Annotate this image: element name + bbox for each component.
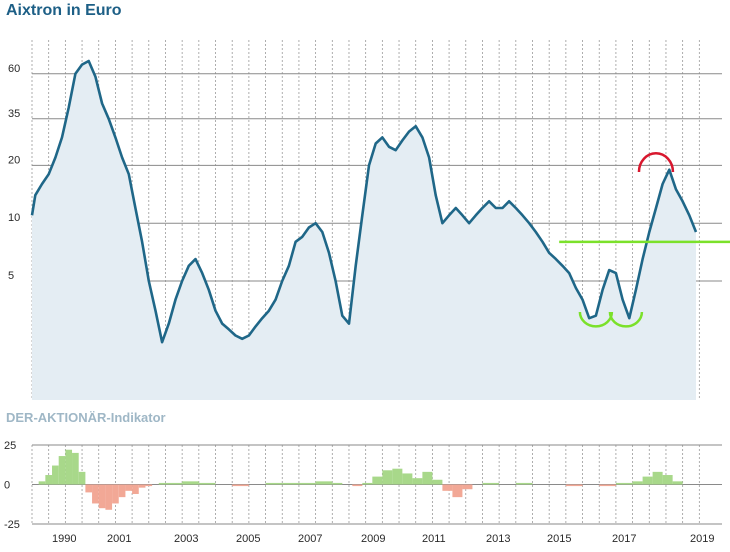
indicator-bar (118, 484, 126, 498)
indicator-bar (652, 471, 663, 485)
indicator-bar (632, 481, 643, 485)
indicator-bar (482, 482, 500, 485)
indicator-bar (452, 484, 463, 498)
price-y-tick-label: 20 (8, 154, 20, 166)
indicator-bar (615, 482, 633, 485)
price-line (30, 59, 698, 344)
indicator-bar (45, 475, 53, 485)
indicator-bar (105, 484, 113, 510)
indicator-bar (52, 465, 59, 485)
x-tick-label: 2005 (236, 533, 260, 545)
indicator-bar (138, 484, 146, 488)
indicator-bar (332, 482, 343, 485)
indicator-bar (232, 484, 249, 487)
indicator-bar (98, 484, 106, 509)
x-tick-label: 1990 (52, 533, 76, 545)
indicator-y-ticks: 25 0 -25 (4, 440, 20, 531)
indicator-bar (565, 484, 583, 487)
indicator-bar (78, 471, 86, 485)
indicator-y-tick-label: 0 (4, 480, 10, 492)
x-tick-label: 2001 (107, 533, 131, 545)
indicator-bar (265, 482, 283, 485)
price-y-tick-label: 5 (8, 270, 14, 282)
indicator-bar (145, 484, 153, 487)
indicator-bar (132, 484, 139, 494)
indicator-bar (422, 471, 433, 485)
indicator-bar (402, 473, 413, 485)
indicator-bar (362, 482, 373, 485)
indicator-bar (165, 482, 183, 485)
x-tick-label: 2009 (361, 533, 385, 545)
indicator-title: DER-AKTIONÄR-Indikator (6, 410, 166, 425)
indicator-bar (442, 484, 453, 491)
indicator-bar (662, 475, 673, 485)
top-arc (637, 152, 675, 173)
indicator-bar (85, 484, 93, 493)
indicator-bar (58, 456, 66, 485)
indicator-bar (158, 482, 166, 485)
x-ticks: 1990 2001 2003 2005 2007 2009 2011 2013 2015 2017… (52, 533, 714, 545)
indicator-bars (38, 449, 683, 510)
x-tick-label: 2019 (690, 533, 714, 545)
double-bottom-arc (608, 311, 644, 328)
indicator-bar (182, 481, 199, 485)
x-tick-label: 2003 (174, 533, 198, 545)
chart-title: Aixtron in Euro (6, 2, 122, 19)
indicator-bar (282, 482, 299, 485)
price-y-ticks: 60 35 20 10 5 (8, 63, 20, 282)
indicator-bar (382, 470, 393, 485)
x-tick-label: 2017 (612, 533, 636, 545)
price-y-tick-label: 60 (8, 63, 20, 75)
indicator-bar (515, 482, 533, 485)
indicator-y-tick-label: 25 (4, 440, 16, 452)
pattern-markers (578, 152, 675, 328)
indicator-bar (599, 484, 616, 487)
indicator-bar (352, 484, 363, 487)
indicator-bar (125, 484, 133, 491)
indicator-bar (65, 449, 73, 485)
price-area-fill (32, 61, 696, 400)
indicator-bar (198, 482, 216, 485)
indicator-bar (642, 476, 653, 485)
x-tick-label: 2011 (422, 533, 446, 545)
indicator-bar (92, 484, 99, 504)
indicator-bar (38, 481, 46, 485)
indicator-bar (315, 481, 333, 485)
indicator-bar (412, 478, 423, 485)
price-y-tick-label: 35 (8, 108, 20, 120)
x-tick-label: 2015 (547, 533, 571, 545)
indicator-y-tick-label: -25 (4, 519, 20, 531)
indicator-bar (462, 484, 473, 490)
x-tick-label: 2013 (486, 533, 510, 545)
indicator-bar (72, 452, 79, 485)
x-tick-label: 2007 (298, 533, 322, 545)
price-y-tick-label: 10 (8, 212, 20, 224)
indicator-bar (298, 482, 316, 485)
indicator-bar (432, 479, 443, 485)
indicator-bar (392, 468, 403, 485)
indicator-bar (372, 476, 383, 485)
indicator-bar (672, 481, 683, 485)
indicator-bar (112, 484, 119, 504)
